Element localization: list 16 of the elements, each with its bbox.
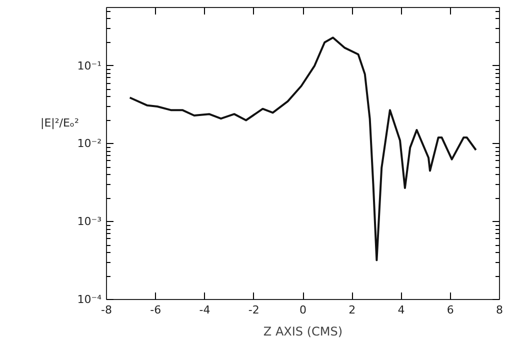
x-tick-label: 8 — [496, 304, 503, 316]
x-tick-label: -8 — [101, 304, 112, 316]
y-tick-label: 10⁻⁴ — [77, 293, 102, 306]
x-tick-label: 6 — [446, 304, 454, 316]
y-tick-label: 10⁻³ — [77, 215, 102, 228]
x-tick-label: -4 — [199, 304, 210, 316]
x-axis-title: Z AXIS (CMS) — [263, 324, 343, 338]
x-tick-label: 0 — [300, 304, 306, 316]
x-tick-label: -6 — [150, 304, 162, 316]
y-tick-label: 10⁻¹ — [77, 59, 102, 72]
line-series — [128, 36, 477, 262]
x-tick-label: 2 — [348, 304, 356, 316]
y-tick-label: 10⁻² — [77, 137, 102, 150]
x-tick-label: 4 — [398, 304, 405, 316]
x-tick-label: -2 — [248, 304, 260, 316]
y-axis-title: |E|²/Eₒ² — [40, 116, 79, 130]
